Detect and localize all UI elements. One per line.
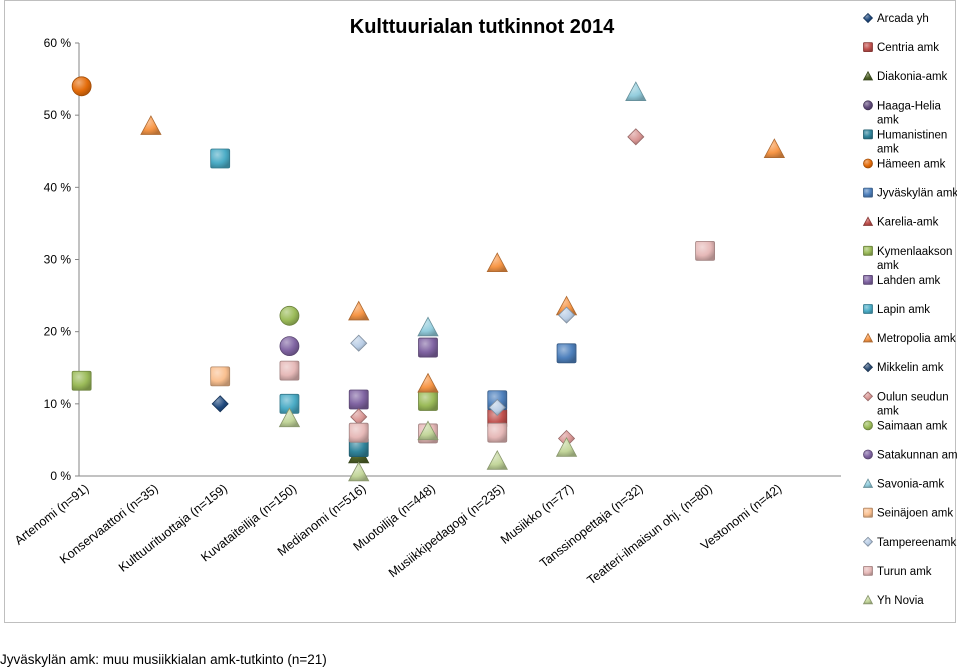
legend-label: Arcada yh bbox=[877, 13, 929, 25]
data-point bbox=[140, 115, 162, 135]
legend-label: Humanistinen amk bbox=[877, 129, 947, 155]
data-point bbox=[279, 360, 300, 381]
legend-marker bbox=[862, 70, 874, 81]
legend-marker bbox=[862, 536, 874, 547]
legend-marker bbox=[863, 274, 873, 285]
legend-label: Jyväskylän amk bbox=[877, 188, 957, 200]
legend-marker bbox=[863, 245, 873, 256]
y-tick-label: 30 % bbox=[44, 253, 72, 267]
data-point bbox=[417, 372, 439, 393]
data-point bbox=[555, 437, 578, 457]
y-tick-label: 60 % bbox=[44, 36, 72, 50]
data-point bbox=[348, 389, 369, 410]
data-point bbox=[418, 337, 438, 358]
legend-label: Kymenlaakson amk bbox=[877, 246, 952, 272]
y-tick-label: 40 % bbox=[44, 180, 72, 194]
legend-label: Mikkelin amk bbox=[877, 362, 944, 374]
data-point bbox=[418, 391, 438, 411]
legend-label: Hämeen amk bbox=[877, 159, 946, 171]
x-category-label: Musiikkipedagogi (n=235) bbox=[386, 481, 507, 580]
legend-marker bbox=[863, 304, 873, 314]
data-point bbox=[350, 408, 368, 426]
data-point bbox=[348, 422, 369, 443]
data-point bbox=[279, 336, 300, 357]
y-tick-label: 20 % bbox=[44, 325, 72, 339]
legend-marker bbox=[863, 42, 873, 52]
data-point bbox=[210, 148, 231, 169]
data-point bbox=[211, 395, 229, 413]
legend-marker bbox=[862, 391, 874, 402]
legend-marker bbox=[862, 332, 874, 343]
data-point bbox=[417, 420, 439, 441]
chart-footnote: Jyväskylän amk: muu musiikkialan amk-tut… bbox=[0, 652, 327, 667]
data-point bbox=[71, 370, 92, 391]
y-tick-label: 10 % bbox=[44, 397, 72, 411]
data-point bbox=[350, 334, 368, 352]
legend-label: Yh Novia bbox=[877, 595, 924, 607]
data-point bbox=[625, 81, 647, 101]
data-point bbox=[486, 252, 508, 273]
legend-label: Diakonia-amk bbox=[877, 71, 948, 83]
chart-title: Kulttuurialan tutkinnot 2014 bbox=[350, 16, 615, 38]
data-point bbox=[348, 300, 370, 321]
data-point bbox=[279, 305, 300, 326]
data-point bbox=[71, 76, 92, 97]
data-point bbox=[695, 240, 715, 261]
legend-marker bbox=[862, 594, 874, 605]
legend-label: Turun amk bbox=[877, 566, 932, 578]
legend-marker bbox=[863, 187, 873, 198]
legend-label: Satakunnan amk bbox=[877, 450, 957, 462]
data-point bbox=[417, 316, 439, 337]
legend-marker bbox=[862, 478, 874, 488]
legend-label: Oulun seudun amk bbox=[877, 391, 949, 417]
x-category-label: Teatteri-ilmaisun ohj. (n=80) bbox=[584, 481, 714, 587]
legend-marker bbox=[863, 129, 873, 140]
legend-label: Metropolia amk bbox=[877, 333, 956, 345]
scatter-chart: Kulttuurialan tutkinnot 2014 0 % 10 % 20 %… bbox=[12, 12, 957, 607]
data-point bbox=[627, 128, 645, 146]
data-point bbox=[487, 422, 508, 443]
legend-marker bbox=[862, 12, 874, 24]
data-point bbox=[210, 366, 231, 387]
data-point bbox=[486, 450, 508, 470]
legend-label: Haaga-Helia amk bbox=[877, 100, 942, 126]
legend-marker bbox=[862, 216, 874, 226]
legend-marker bbox=[862, 362, 874, 373]
data-point bbox=[763, 138, 786, 158]
legend-label: Seinäjoen amk bbox=[877, 508, 953, 520]
data-point bbox=[557, 306, 576, 324]
legend-marker bbox=[863, 566, 873, 576]
legend-label: Lahden amk bbox=[877, 275, 941, 287]
data-point bbox=[278, 407, 301, 428]
legend-label: Lapin amk bbox=[877, 304, 930, 316]
legend-marker bbox=[863, 420, 873, 431]
y-tick-label: 0 % bbox=[50, 469, 71, 483]
legend-label: Karelia-amk bbox=[877, 217, 939, 229]
legend-marker bbox=[863, 158, 873, 169]
data-point bbox=[488, 398, 506, 417]
legend-label: Saimaan amk bbox=[877, 420, 948, 432]
data-point bbox=[348, 461, 370, 482]
legend-marker bbox=[863, 449, 873, 460]
legend-marker bbox=[863, 100, 873, 111]
y-tick-label: 50 % bbox=[44, 108, 72, 122]
legend-label: Centria amk bbox=[877, 42, 939, 54]
legend-label: Savonia-amk bbox=[877, 479, 944, 491]
chart-area: Kulttuurialan tutkinnot 2014 0 % 10 % 20 %… bbox=[4, 0, 957, 623]
data-point bbox=[556, 343, 577, 364]
legend-label: Tampereenamk bbox=[877, 537, 957, 549]
legend-marker bbox=[863, 507, 873, 518]
